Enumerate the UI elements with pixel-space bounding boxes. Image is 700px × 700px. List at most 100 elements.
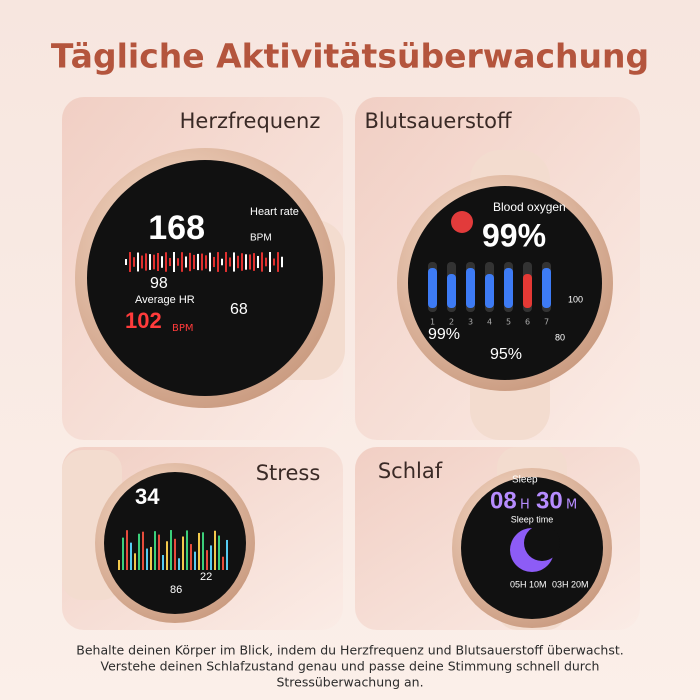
panel: Schlaf Sleep 08 H 30 M Sleep time 05H 10… [355, 447, 640, 630]
caption-line: Verstehe deinen Schlafzustand genau und … [101, 659, 600, 674]
deco-bar [158, 534, 160, 570]
day-label: 3 [468, 318, 473, 327]
screen-value: 168 [148, 209, 205, 247]
deco-bar [194, 551, 196, 570]
moon-shadow [524, 525, 560, 561]
minutes-unit: M [566, 498, 577, 513]
deco-bar [149, 254, 151, 270]
screen-average-label: Average HR [135, 294, 195, 306]
screen-max: 98 [150, 275, 168, 292]
screen-max: 99% [428, 326, 460, 343]
hours-unit: H [520, 498, 530, 513]
deco-bar [178, 558, 180, 570]
stress-chart [118, 530, 228, 570]
deco-bar [118, 560, 120, 570]
deco-bar [485, 274, 494, 308]
icon [451, 211, 473, 233]
screen-value: 99% [482, 217, 546, 253]
day-label: 4 [487, 318, 492, 327]
day-label: 6 [525, 318, 530, 327]
screen-heading: Blood oxygen [493, 200, 566, 214]
deco-bar [269, 252, 271, 272]
deco-bar [249, 254, 251, 270]
deco-bar [181, 252, 183, 272]
deco-bar [141, 255, 143, 269]
deco-bar [129, 252, 131, 272]
deco-bar [134, 553, 136, 570]
o2-chart: 1 2 3 4 5 6 7 [428, 262, 551, 327]
deco-bar [169, 257, 171, 267]
deco-bar [185, 256, 187, 268]
deco-bar [213, 256, 215, 268]
deco-bar [428, 268, 437, 308]
minutes: 30 [536, 487, 563, 514]
deco-bar [154, 531, 156, 570]
deco-bar [146, 548, 148, 570]
deco-bar [273, 258, 275, 266]
deco-bar [218, 535, 220, 570]
day-label: 5 [506, 318, 511, 327]
deco-bar [466, 268, 475, 308]
light-sleep: 03H 20M [552, 579, 589, 589]
deco-bar [186, 530, 188, 570]
screen-heading: Sleep [512, 475, 538, 486]
deco-bar [157, 252, 159, 272]
deco-bar [222, 556, 224, 570]
deco-bar [217, 252, 219, 272]
day-label: 1 [430, 318, 435, 327]
screen-heading: Heart rate [250, 206, 299, 218]
hr-chart [125, 252, 283, 272]
screen-min: 95% [490, 346, 522, 363]
deco-bar [226, 539, 228, 570]
panel-label: Herzfrequenz [180, 109, 321, 133]
deco-bar [182, 536, 184, 570]
deco-bar [190, 544, 192, 570]
caption-line: Behalte deinen Körper im Blick, indem du… [76, 643, 624, 658]
deco-bar [237, 255, 239, 269]
deco-bar [189, 252, 191, 272]
deco-bar [245, 254, 247, 270]
deco-bar [523, 274, 532, 308]
deco-bar [504, 268, 513, 308]
deco-bar [197, 253, 199, 271]
deco-bar [447, 274, 456, 308]
deco-bar [198, 532, 200, 570]
screen-right: 22 [200, 571, 212, 583]
deco-bar [542, 268, 551, 308]
deco-bar [150, 546, 152, 570]
deco-bar [205, 255, 207, 269]
screen-sub: Sleep time [511, 514, 554, 524]
screen-value: 34 [135, 484, 160, 509]
deco-bar [206, 550, 208, 570]
deco-bar [125, 259, 127, 265]
deco-bar [253, 253, 255, 271]
screen-average: 102 [125, 308, 162, 333]
deco-bar [214, 530, 216, 570]
deco-bar [130, 542, 132, 570]
deco-bar [138, 533, 140, 570]
deco-bar [137, 252, 139, 272]
deco-bar [165, 252, 167, 272]
panel: Stress 34 86 22 [62, 447, 343, 630]
deco-bar [225, 252, 227, 272]
deco-bar [161, 256, 163, 268]
deco-bar [241, 253, 243, 271]
panel-label: Stress [256, 461, 321, 485]
deco-bar [162, 555, 164, 570]
deco-bar [202, 532, 204, 570]
deco-bar [201, 253, 203, 271]
deco-bar [166, 541, 168, 570]
panel-label: Schlaf [378, 459, 443, 483]
deco-bar [133, 257, 135, 267]
screen-average-unit: BPM [172, 323, 194, 334]
day-label: 7 [544, 318, 549, 327]
deco-bar [265, 257, 267, 267]
axis-bottom: 80 [555, 332, 565, 342]
screen-left: 86 [170, 584, 182, 596]
deco-bar [210, 545, 212, 570]
screen-unit: BPM [250, 233, 272, 244]
screen-min: 68 [230, 301, 248, 318]
deco-bar [233, 252, 235, 272]
